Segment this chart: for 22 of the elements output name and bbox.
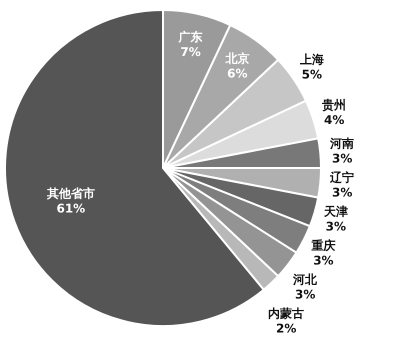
slice-label: 河南 bbox=[329, 136, 354, 151]
data-label: 3% bbox=[295, 288, 316, 302]
data-label: 6% bbox=[227, 66, 248, 80]
data-label: 3% bbox=[326, 220, 346, 234]
slice-label: 贵州 bbox=[321, 98, 346, 112]
slice-label: 上海 bbox=[298, 52, 324, 66]
slice-label: 河北 bbox=[292, 272, 318, 287]
data-label: 5% bbox=[302, 67, 322, 82]
slice-label: 辽宁 bbox=[329, 170, 354, 185]
data-label: 3% bbox=[313, 254, 334, 268]
slice-label: 广东 bbox=[178, 30, 203, 44]
slice-label: 重庆 bbox=[310, 238, 336, 253]
slice-label: 内蒙古 bbox=[268, 306, 304, 321]
slice-label: 北京 bbox=[224, 51, 250, 66]
data-label: 61% bbox=[56, 202, 86, 216]
data-label: 7% bbox=[180, 45, 201, 60]
data-label: 2% bbox=[276, 322, 296, 336]
data-label: 3% bbox=[332, 186, 352, 200]
slice-label: 其他省市 bbox=[46, 186, 95, 201]
data-label: 3% bbox=[332, 152, 352, 166]
data-label: 4% bbox=[324, 112, 344, 127]
slice-label: 天津 bbox=[322, 204, 348, 219]
